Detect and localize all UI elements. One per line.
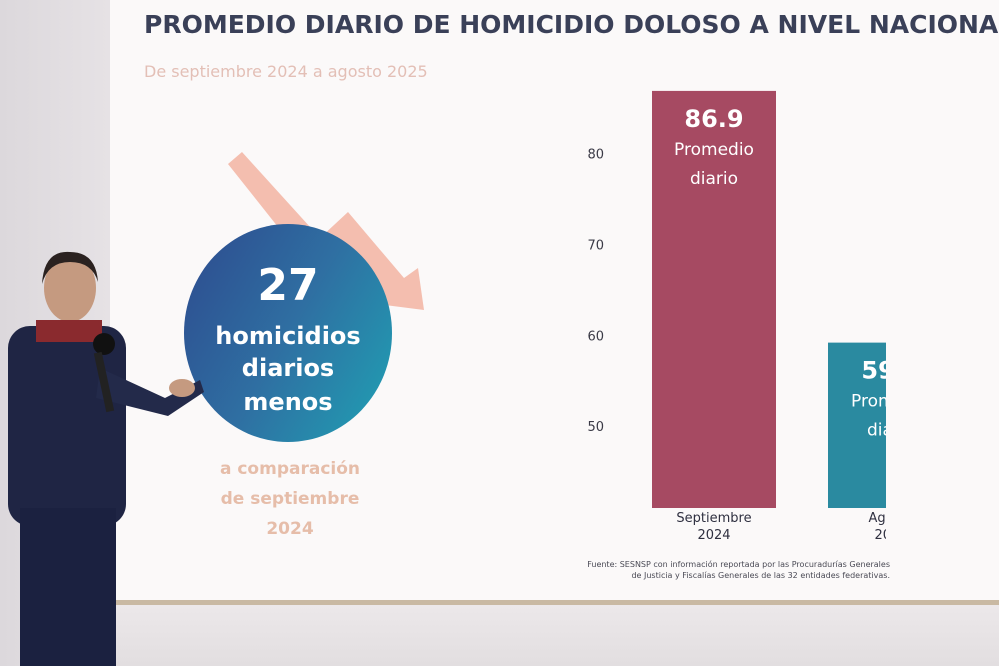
bar-caption-line-2: diario xyxy=(690,169,738,189)
source-line-1: Fuente: SESNSP con información reportada… xyxy=(587,560,890,569)
presenter-legs xyxy=(20,508,116,666)
reduction-line-2: diarios xyxy=(241,354,335,382)
reduction-number: 27 xyxy=(257,260,319,311)
bar-chart: 50 60 70 80 86.9 Promedio diario Septiembre 2024… xyxy=(587,90,886,543)
stage-floor xyxy=(110,605,999,666)
comparison-line-3: 2024 xyxy=(266,519,314,539)
x-category-label: 2025 xyxy=(874,528,886,543)
reduction-line-1: homicidios xyxy=(215,322,361,350)
y-tick-label: 50 xyxy=(587,420,604,435)
data-label: 59.2 xyxy=(861,357,886,385)
bar xyxy=(652,90,776,508)
bar-caption-line-1: Promedio xyxy=(851,392,886,412)
slide-title: PROMEDIO DIARIO DE HOMICIDIO DOLOSO A NI… xyxy=(144,10,999,39)
comparison-note: a comparación de septiembre 2024 xyxy=(206,454,374,544)
comparison-line-2: de septiembre xyxy=(220,489,360,509)
slide-subtitle: De septiembre 2024 a agosto 2025 xyxy=(144,62,428,81)
presenter-figure xyxy=(8,251,204,666)
presenter-hair xyxy=(42,251,98,284)
trend-down-arrow-icon xyxy=(228,152,424,310)
x-category-label: Agosto xyxy=(869,511,886,526)
source-note: Fuente: SESNSP con información reportada… xyxy=(550,559,890,581)
presenter-hand xyxy=(169,379,195,397)
x-category-label: 2024 xyxy=(697,528,730,543)
presenter-torso xyxy=(8,326,126,526)
bar-caption-line-1: Promedio xyxy=(674,140,754,160)
trend-arrow-shape xyxy=(228,152,424,310)
presentation-screen: PROMEDIO DIARIO DE HOMICIDIO DOLOSO A NI… xyxy=(110,0,999,605)
microphone-handle xyxy=(93,351,115,413)
bar-caption-line-2: diario xyxy=(867,421,886,441)
x-category-label: Septiembre xyxy=(676,511,751,526)
presenter-arm xyxy=(96,368,204,416)
source-line-2: de Justicia y Fiscalías Generales de las… xyxy=(631,571,890,580)
presenter-head xyxy=(44,254,96,322)
reduction-line-3: menos xyxy=(243,388,333,416)
highlight-circle: 27 homicidios diarios menos xyxy=(184,224,392,442)
data-label: 86.9 xyxy=(684,105,743,133)
presenter-scarf xyxy=(36,320,102,342)
y-tick-label: 70 xyxy=(587,238,604,253)
microphone-icon xyxy=(93,333,115,355)
bar xyxy=(828,342,886,508)
y-tick-label: 80 xyxy=(587,148,604,163)
comparison-line-1: a comparación xyxy=(219,459,361,479)
y-tick-label: 60 xyxy=(587,329,604,344)
